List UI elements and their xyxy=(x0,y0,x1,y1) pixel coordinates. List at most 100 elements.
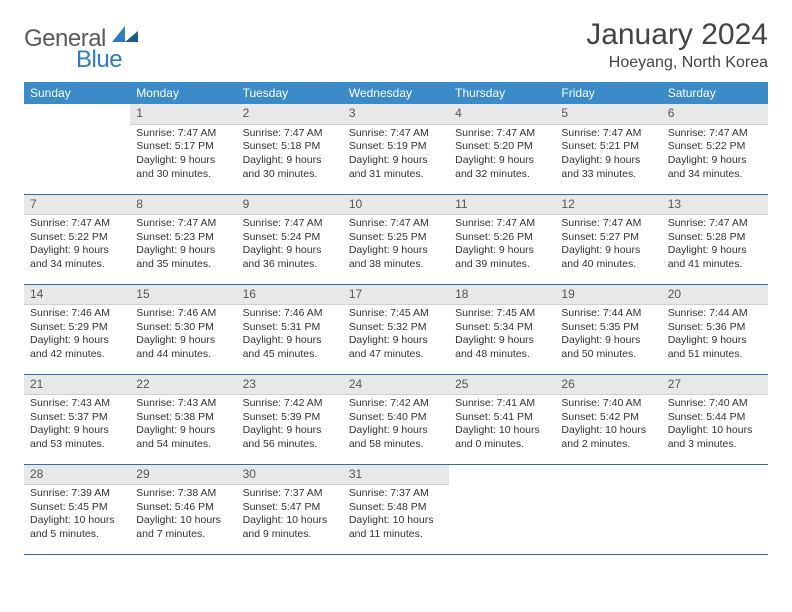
day-body: Sunrise: 7:46 AMSunset: 5:31 PMDaylight:… xyxy=(237,305,343,368)
calendar-cell: 24Sunrise: 7:42 AMSunset: 5:40 PMDayligh… xyxy=(343,374,449,464)
calendar-cell: 4Sunrise: 7:47 AMSunset: 5:20 PMDaylight… xyxy=(449,104,555,194)
daylight-line: Daylight: 9 hours and 39 minutes. xyxy=(455,244,549,271)
day-body: Sunrise: 7:40 AMSunset: 5:44 PMDaylight:… xyxy=(662,395,768,458)
day-number: 3 xyxy=(343,104,449,125)
day-number: 18 xyxy=(449,285,555,306)
weekday-header: Thursday xyxy=(449,82,555,104)
daylight-line: Daylight: 9 hours and 32 minutes. xyxy=(455,154,549,181)
daylight-line: Daylight: 10 hours and 5 minutes. xyxy=(30,514,124,541)
sunset-line: Sunset: 5:38 PM xyxy=(136,411,230,425)
day-number: 10 xyxy=(343,195,449,216)
sunset-line: Sunset: 5:42 PM xyxy=(561,411,655,425)
calendar-cell: .. xyxy=(24,104,130,194)
sunrise-line: Sunrise: 7:37 AM xyxy=(243,487,337,501)
day-number: 27 xyxy=(662,375,768,396)
calendar-table: SundayMondayTuesdayWednesdayThursdayFrid… xyxy=(24,82,768,555)
day-number: 29 xyxy=(130,465,236,486)
day-number: 2 xyxy=(237,104,343,125)
sunset-line: Sunset: 5:27 PM xyxy=(561,231,655,245)
sunrise-line: Sunrise: 7:45 AM xyxy=(349,307,443,321)
sunrise-line: Sunrise: 7:47 AM xyxy=(243,217,337,231)
day-body: Sunrise: 7:47 AMSunset: 5:20 PMDaylight:… xyxy=(449,125,555,188)
daylight-line: Daylight: 9 hours and 48 minutes. xyxy=(455,334,549,361)
sunrise-line: Sunrise: 7:41 AM xyxy=(455,397,549,411)
month-title: January 2024 xyxy=(586,18,768,52)
calendar-cell: 7Sunrise: 7:47 AMSunset: 5:22 PMDaylight… xyxy=(24,194,130,284)
sunrise-line: Sunrise: 7:47 AM xyxy=(30,217,124,231)
day-number: 19 xyxy=(555,285,661,306)
day-number: 25 xyxy=(449,375,555,396)
sunset-line: Sunset: 5:25 PM xyxy=(349,231,443,245)
day-number: 9 xyxy=(237,195,343,216)
day-number: 20 xyxy=(662,285,768,306)
sunrise-line: Sunrise: 7:47 AM xyxy=(136,127,230,141)
calendar-cell: 29Sunrise: 7:38 AMSunset: 5:46 PMDayligh… xyxy=(130,464,236,554)
daylight-line: Daylight: 9 hours and 38 minutes. xyxy=(349,244,443,271)
sunrise-line: Sunrise: 7:47 AM xyxy=(349,127,443,141)
sunrise-line: Sunrise: 7:45 AM xyxy=(455,307,549,321)
sunset-line: Sunset: 5:26 PM xyxy=(455,231,549,245)
day-number: 26 xyxy=(555,375,661,396)
day-body: Sunrise: 7:43 AMSunset: 5:37 PMDaylight:… xyxy=(24,395,130,458)
brand-name-2: Blue xyxy=(76,46,122,73)
sunrise-line: Sunrise: 7:44 AM xyxy=(561,307,655,321)
calendar-cell: 28Sunrise: 7:39 AMSunset: 5:45 PMDayligh… xyxy=(24,464,130,554)
daylight-line: Daylight: 10 hours and 11 minutes. xyxy=(349,514,443,541)
sunrise-line: Sunrise: 7:47 AM xyxy=(561,127,655,141)
sunset-line: Sunset: 5:39 PM xyxy=(243,411,337,425)
day-number: 4 xyxy=(449,104,555,125)
sunset-line: Sunset: 5:47 PM xyxy=(243,501,337,515)
calendar-cell: 1Sunrise: 7:47 AMSunset: 5:17 PMDaylight… xyxy=(130,104,236,194)
day-body: Sunrise: 7:44 AMSunset: 5:35 PMDaylight:… xyxy=(555,305,661,368)
day-body: Sunrise: 7:43 AMSunset: 5:38 PMDaylight:… xyxy=(130,395,236,458)
daylight-line: Daylight: 9 hours and 30 minutes. xyxy=(243,154,337,181)
sunrise-line: Sunrise: 7:47 AM xyxy=(455,217,549,231)
calendar-cell: 26Sunrise: 7:40 AMSunset: 5:42 PMDayligh… xyxy=(555,374,661,464)
sunrise-line: Sunrise: 7:46 AM xyxy=(243,307,337,321)
day-body: Sunrise: 7:37 AMSunset: 5:47 PMDaylight:… xyxy=(237,485,343,548)
daylight-line: Daylight: 10 hours and 2 minutes. xyxy=(561,424,655,451)
sunset-line: Sunset: 5:34 PM xyxy=(455,321,549,335)
day-number: 15 xyxy=(130,285,236,306)
day-body: Sunrise: 7:46 AMSunset: 5:29 PMDaylight:… xyxy=(24,305,130,368)
daylight-line: Daylight: 10 hours and 3 minutes. xyxy=(668,424,762,451)
calendar-cell: 10Sunrise: 7:47 AMSunset: 5:25 PMDayligh… xyxy=(343,194,449,284)
calendar-cell: 6Sunrise: 7:47 AMSunset: 5:22 PMDaylight… xyxy=(662,104,768,194)
sunrise-line: Sunrise: 7:37 AM xyxy=(349,487,443,501)
calendar-cell: 9Sunrise: 7:47 AMSunset: 5:24 PMDaylight… xyxy=(237,194,343,284)
calendar-cell: 3Sunrise: 7:47 AMSunset: 5:19 PMDaylight… xyxy=(343,104,449,194)
day-body: Sunrise: 7:47 AMSunset: 5:24 PMDaylight:… xyxy=(237,215,343,278)
daylight-line: Daylight: 10 hours and 9 minutes. xyxy=(243,514,337,541)
sunset-line: Sunset: 5:29 PM xyxy=(30,321,124,335)
sunset-line: Sunset: 5:22 PM xyxy=(668,140,762,154)
daylight-line: Daylight: 10 hours and 0 minutes. xyxy=(455,424,549,451)
daylight-line: Daylight: 9 hours and 58 minutes. xyxy=(349,424,443,451)
sunrise-line: Sunrise: 7:43 AM xyxy=(30,397,124,411)
day-number: 28 xyxy=(24,465,130,486)
day-number: 12 xyxy=(555,195,661,216)
daylight-line: Daylight: 9 hours and 34 minutes. xyxy=(668,154,762,181)
sunset-line: Sunset: 5:21 PM xyxy=(561,140,655,154)
day-body: Sunrise: 7:40 AMSunset: 5:42 PMDaylight:… xyxy=(555,395,661,458)
day-body: Sunrise: 7:41 AMSunset: 5:41 PMDaylight:… xyxy=(449,395,555,458)
daylight-line: Daylight: 9 hours and 35 minutes. xyxy=(136,244,230,271)
calendar-cell: 16Sunrise: 7:46 AMSunset: 5:31 PMDayligh… xyxy=(237,284,343,374)
day-body: Sunrise: 7:44 AMSunset: 5:36 PMDaylight:… xyxy=(662,305,768,368)
calendar-row: 28Sunrise: 7:39 AMSunset: 5:45 PMDayligh… xyxy=(24,464,768,554)
day-number: 21 xyxy=(24,375,130,396)
day-body: Sunrise: 7:47 AMSunset: 5:19 PMDaylight:… xyxy=(343,125,449,188)
page-header: General January 2024 Hoeyang, North Kore… xyxy=(24,18,768,72)
calendar-cell: 12Sunrise: 7:47 AMSunset: 5:27 PMDayligh… xyxy=(555,194,661,284)
sunrise-line: Sunrise: 7:42 AM xyxy=(349,397,443,411)
day-number: 17 xyxy=(343,285,449,306)
day-body: Sunrise: 7:45 AMSunset: 5:32 PMDaylight:… xyxy=(343,305,449,368)
daylight-line: Daylight: 9 hours and 30 minutes. xyxy=(136,154,230,181)
calendar-cell: 25Sunrise: 7:41 AMSunset: 5:41 PMDayligh… xyxy=(449,374,555,464)
calendar-row: ..1Sunrise: 7:47 AMSunset: 5:17 PMDaylig… xyxy=(24,104,768,194)
calendar-cell: 13Sunrise: 7:47 AMSunset: 5:28 PMDayligh… xyxy=(662,194,768,284)
sunrise-line: Sunrise: 7:43 AM xyxy=(136,397,230,411)
sunset-line: Sunset: 5:44 PM xyxy=(668,411,762,425)
weekday-header: Wednesday xyxy=(343,82,449,104)
calendar-cell: .. xyxy=(449,464,555,554)
day-body: Sunrise: 7:46 AMSunset: 5:30 PMDaylight:… xyxy=(130,305,236,368)
